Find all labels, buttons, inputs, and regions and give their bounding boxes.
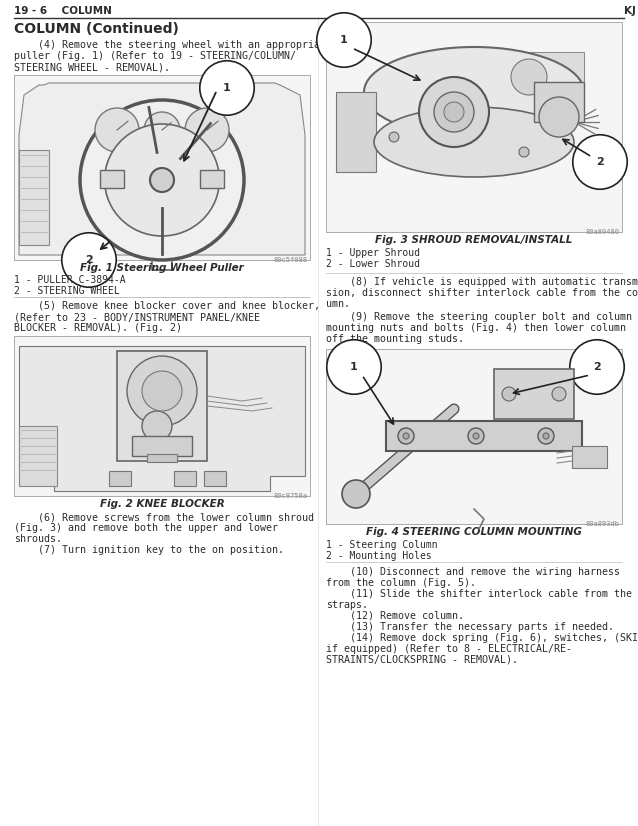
Text: Fig. 1 Steering Wheel Puller: Fig. 1 Steering Wheel Puller	[80, 263, 244, 273]
Text: COLUMN (Continued): COLUMN (Continued)	[14, 22, 179, 36]
Ellipse shape	[105, 124, 219, 236]
Circle shape	[95, 108, 139, 152]
Text: 80a80480: 80a80480	[585, 229, 619, 235]
Text: (6) Remove screws from the lower column shroud: (6) Remove screws from the lower column …	[14, 512, 314, 522]
Bar	[386, 421, 582, 451]
Text: 2 - Mounting Holes: 2 - Mounting Holes	[326, 551, 432, 561]
Bar	[100, 170, 124, 188]
Circle shape	[543, 433, 549, 439]
Text: 80a893db: 80a893db	[585, 521, 619, 527]
Text: 2: 2	[85, 255, 93, 265]
Text: 1 - Steering Column: 1 - Steering Column	[326, 540, 438, 550]
Text: straps.: straps.	[326, 600, 368, 610]
Circle shape	[127, 356, 197, 426]
Text: (8) If vehicle is equipped with automatic transmis-: (8) If vehicle is equipped with automati…	[326, 277, 638, 287]
Circle shape	[142, 371, 182, 411]
Circle shape	[519, 147, 529, 157]
Text: 2: 2	[593, 362, 601, 372]
Circle shape	[468, 428, 484, 444]
Text: 2: 2	[596, 157, 604, 167]
Bar	[147, 454, 177, 462]
Circle shape	[150, 168, 174, 192]
Bar	[14, 336, 310, 496]
Bar	[200, 170, 224, 188]
Text: 80c8758a: 80c8758a	[273, 493, 307, 499]
Polygon shape	[19, 346, 305, 491]
Text: (14) Remove dock spring (Fig. 6), switches, (SKIM: (14) Remove dock spring (Fig. 6), switch…	[326, 633, 638, 643]
Ellipse shape	[80, 100, 244, 260]
Circle shape	[434, 92, 474, 132]
Text: off the mounting studs.: off the mounting studs.	[326, 334, 464, 344]
Bar	[504, 52, 584, 102]
Text: Fig. 4 STEERING COLUMN MOUNTING: Fig. 4 STEERING COLUMN MOUNTING	[366, 527, 582, 537]
Text: 19 - 6    COLUMN: 19 - 6 COLUMN	[14, 6, 112, 16]
Circle shape	[444, 102, 464, 122]
Bar	[326, 349, 622, 524]
Circle shape	[511, 59, 547, 95]
Circle shape	[185, 108, 229, 152]
Text: (7) Turn ignition key to the on position.: (7) Turn ignition key to the on position…	[14, 545, 284, 555]
Text: (13) Transfer the necessary parts if needed.: (13) Transfer the necessary parts if nee…	[326, 622, 614, 632]
Bar	[19, 150, 49, 245]
Circle shape	[144, 112, 180, 148]
Bar	[494, 369, 574, 419]
Text: 1 - Upper Shroud: 1 - Upper Shroud	[326, 248, 420, 258]
Text: mounting nuts and bolts (Fig. 4) then lower column: mounting nuts and bolts (Fig. 4) then lo…	[326, 323, 626, 333]
Bar	[174, 471, 196, 486]
Bar	[109, 471, 131, 486]
Text: 1: 1	[350, 362, 358, 372]
Circle shape	[398, 428, 414, 444]
Bar	[572, 446, 607, 468]
Text: (10) Disconnect and remove the wiring harness: (10) Disconnect and remove the wiring ha…	[326, 567, 620, 577]
Text: 1: 1	[223, 83, 231, 93]
Text: if equipped) (Refer to 8 - ELECTRICAL/RE-: if equipped) (Refer to 8 - ELECTRICAL/RE…	[326, 644, 572, 654]
Text: (9) Remove the steering coupler bolt and column: (9) Remove the steering coupler bolt and…	[326, 312, 632, 322]
Text: STEERING WHEEL - REMOVAL).: STEERING WHEEL - REMOVAL).	[14, 62, 170, 72]
Text: puller (Fig. 1) (Refer to 19 - STEERING/COLUMN/: puller (Fig. 1) (Refer to 19 - STEERING/…	[14, 51, 296, 61]
Text: (11) Slide the shifter interlock cable from the tie: (11) Slide the shifter interlock cable f…	[326, 589, 638, 599]
Text: (4) Remove the steering wheel with an appropriate: (4) Remove the steering wheel with an ap…	[14, 40, 332, 50]
Bar	[534, 82, 584, 122]
Text: (Fig. 3) and remove both the upper and lower: (Fig. 3) and remove both the upper and l…	[14, 523, 278, 533]
Bar	[117, 351, 207, 461]
Ellipse shape	[374, 107, 574, 177]
Circle shape	[403, 433, 409, 439]
Circle shape	[539, 97, 579, 137]
Text: (5) Remove knee blocker cover and knee blocker,: (5) Remove knee blocker cover and knee b…	[14, 301, 320, 311]
Text: STRAINTS/CLOCKSPRING - REMOVAL).: STRAINTS/CLOCKSPRING - REMOVAL).	[326, 655, 518, 665]
Circle shape	[389, 132, 399, 142]
Text: BLOCKER - REMOVAL). (Fig. 2): BLOCKER - REMOVAL). (Fig. 2)	[14, 323, 182, 333]
Text: (12) Remove column.: (12) Remove column.	[326, 611, 464, 621]
Circle shape	[552, 387, 566, 401]
Text: (Refer to 23 - BODY/INSTRUMENT PANEL/KNEE: (Refer to 23 - BODY/INSTRUMENT PANEL/KNE…	[14, 312, 260, 322]
Polygon shape	[19, 83, 305, 255]
Text: 1 - PULLER C-3894-A: 1 - PULLER C-3894-A	[14, 275, 126, 285]
Circle shape	[538, 428, 554, 444]
Circle shape	[342, 480, 370, 508]
Ellipse shape	[364, 47, 584, 137]
Text: KJ: KJ	[624, 6, 636, 16]
Text: Fig. 3 SHROUD REMOVAL/INSTALL: Fig. 3 SHROUD REMOVAL/INSTALL	[375, 235, 573, 245]
Text: sion, disconnect shifter interlock cable from the col-: sion, disconnect shifter interlock cable…	[326, 288, 638, 298]
Circle shape	[142, 411, 172, 441]
Text: 80c5f088: 80c5f088	[273, 257, 307, 263]
Circle shape	[419, 77, 489, 147]
Bar	[19, 426, 57, 486]
Bar	[14, 75, 310, 260]
Bar	[204, 471, 226, 486]
Circle shape	[502, 387, 516, 401]
Circle shape	[473, 433, 479, 439]
Text: from the column (Fig. 5).: from the column (Fig. 5).	[326, 578, 476, 588]
Text: shrouds.: shrouds.	[14, 534, 62, 544]
Text: Fig. 2 KNEE BLOCKER: Fig. 2 KNEE BLOCKER	[100, 499, 225, 509]
Bar	[326, 22, 622, 232]
Text: 1: 1	[340, 35, 348, 45]
Text: 2 - STEERING WHEEL: 2 - STEERING WHEEL	[14, 286, 120, 296]
Text: umn.: umn.	[326, 299, 350, 309]
Bar	[336, 92, 376, 172]
Bar	[132, 436, 192, 456]
Text: 2 - Lower Shroud: 2 - Lower Shroud	[326, 259, 420, 269]
